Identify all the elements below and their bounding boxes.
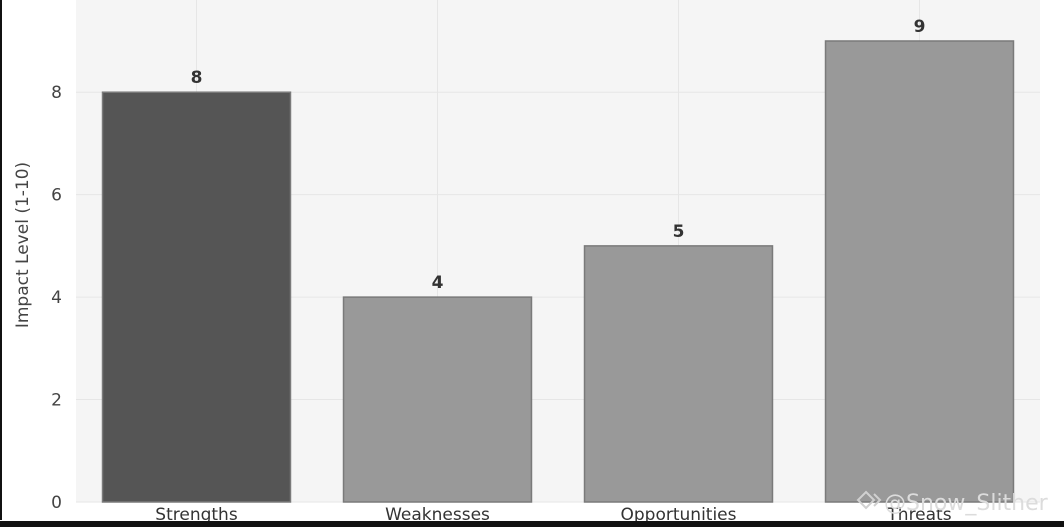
bar-threats: [824, 40, 1015, 503]
x-axis-ticks: Strengths Weaknesses Opportunities Threats: [155, 505, 951, 525]
bar-value-label: 5: [673, 222, 685, 242]
x-tick-label: Threats: [886, 505, 951, 525]
bar-value-label: 9: [914, 17, 926, 37]
watermark-text: @Snow_Slither: [884, 491, 1049, 516]
bar-weaknesses: [342, 296, 533, 503]
bar-value-label: 4: [432, 273, 444, 293]
bars: 8 4 5 9: [101, 17, 1015, 503]
y-tick-label: 4: [51, 288, 62, 308]
bar-strengths: [101, 91, 292, 503]
bar-value-label: 8: [191, 68, 203, 88]
x-tick-label: Weaknesses: [385, 505, 490, 525]
y-axis-ticks: 0 2 4 6 8: [51, 83, 62, 513]
y-tick-label: 6: [51, 186, 62, 206]
y-axis-title: Impact Level (1-10): [13, 162, 33, 328]
diamond-logo-icon: [856, 490, 882, 510]
x-tick-label: Opportunities: [621, 505, 737, 525]
watermark: @Snow_Slither: [856, 490, 1049, 516]
bar-opportunities: [583, 245, 774, 503]
y-tick-label: 0: [51, 493, 62, 513]
x-tick-label: Strengths: [155, 505, 238, 525]
y-tick-label: 8: [51, 83, 62, 103]
y-tick-label: 2: [51, 391, 62, 411]
